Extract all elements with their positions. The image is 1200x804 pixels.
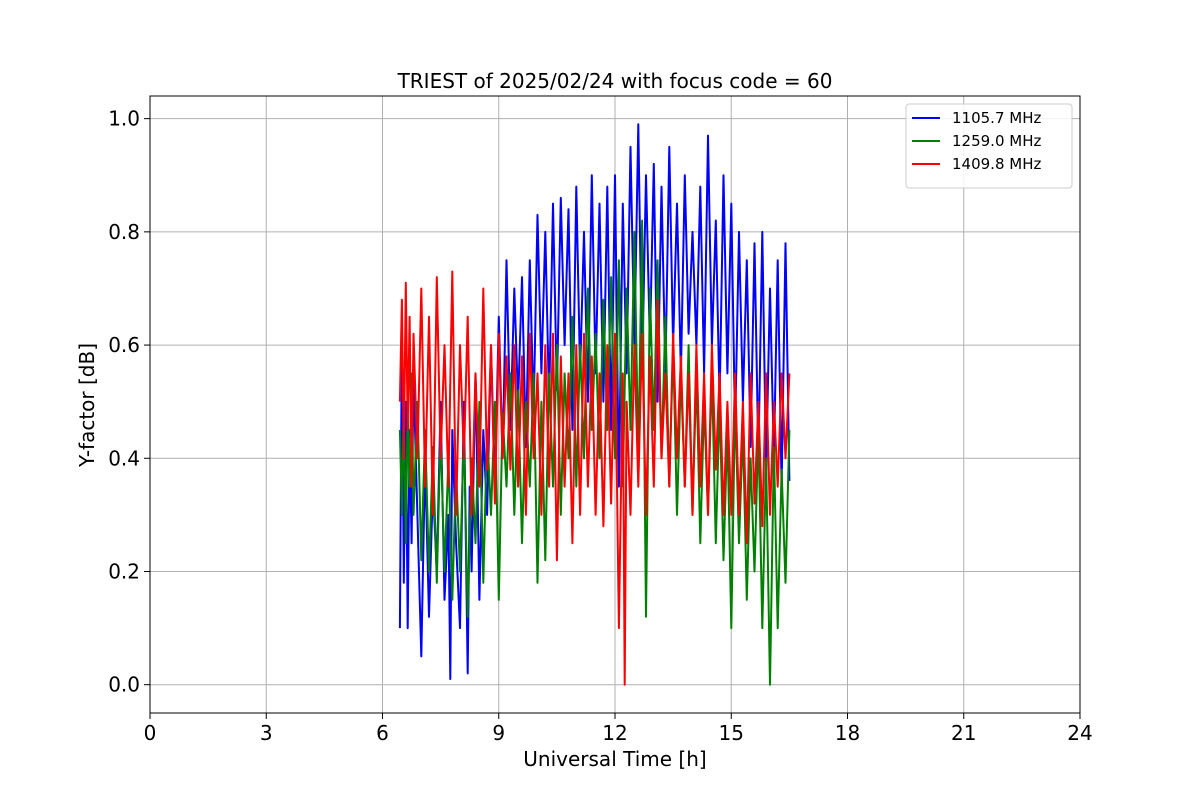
series-line-3 [398, 270, 791, 686]
legend-entries: 1105.7 MHz 1259.0 MHz 1409.8 MHz [912, 109, 1041, 173]
y-tick-label: 0.2 [108, 559, 140, 583]
y-tick-label: 0.4 [108, 446, 140, 470]
x-tick-label: 24 [1067, 721, 1092, 745]
y-tick-label: 1.0 [108, 107, 140, 131]
x-tick-label: 21 [951, 721, 976, 745]
x-tick-label: 3 [260, 721, 273, 745]
series-line-1 [398, 123, 791, 680]
x-axis-label: Universal Time [h] [523, 747, 706, 771]
x-tick-label: 15 [719, 721, 744, 745]
legend-label-2: 1259.0 MHz [952, 132, 1041, 150]
legend: 1105.7 MHz 1259.0 MHz 1409.8 MHz [905, 103, 1073, 189]
x-tick-label: 6 [376, 721, 389, 745]
y-tick-label: 0.6 [108, 333, 140, 357]
series-line-2 [398, 219, 791, 686]
y-tick-label: 0.0 [108, 673, 140, 697]
chart-title: TRIEST of 2025/02/24 with focus code = 6… [397, 69, 833, 93]
x-tick-label: 18 [835, 721, 860, 745]
x-tick-label: 9 [492, 721, 505, 745]
x-tick-label: 12 [602, 721, 627, 745]
x-tick-label: 0 [144, 721, 157, 745]
series-layer [398, 123, 791, 686]
legend-label-3: 1409.8 MHz [952, 155, 1041, 173]
legend-box [905, 103, 1073, 189]
y-axis-label: Y-factor [dB] [75, 343, 99, 468]
y-tick-label: 0.8 [108, 220, 140, 244]
legend-label-1: 1105.7 MHz [952, 109, 1041, 127]
tick-layer: 0 3 6 9 12 15 18 21 24 0.0 0.2 0.4 0.6 0.8 1.0 [108, 107, 1093, 745]
